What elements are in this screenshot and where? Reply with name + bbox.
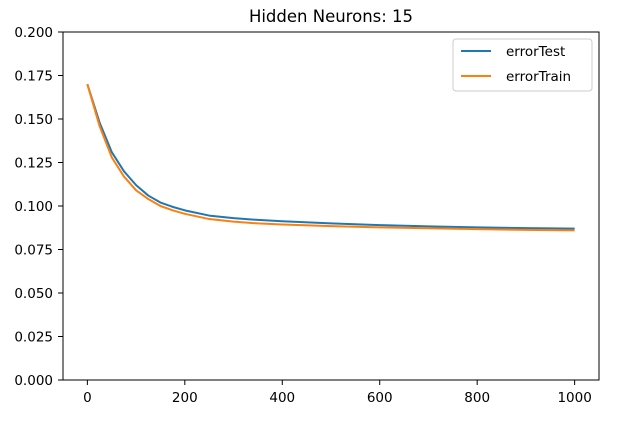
y-tick-label: 0.175: [14, 69, 53, 85]
chart-title: Hidden Neurons: 15: [249, 7, 413, 26]
x-axis: 0 200 400 600 800 1000: [83, 380, 592, 406]
series-line-errorTrain: [86, 83, 575, 232]
x-tick-label: 0: [83, 390, 92, 406]
y-tick-label: 0.200: [14, 25, 53, 41]
plot-area: 0 200 400 600 800 1000 0.0000.0250.0500.0750.…: [14, 25, 600, 406]
y-tick-label: 0.125: [14, 156, 53, 172]
y-tick-label: 0.150: [14, 112, 53, 128]
y-tick-label: 0.050: [14, 286, 53, 302]
x-tick-label: 600: [367, 390, 393, 406]
x-tick-label: 800: [464, 390, 490, 406]
legend-label-errorTest: errorTest: [506, 44, 565, 60]
y-tick-label: 0.075: [14, 243, 53, 259]
y-axis: 0.000 0.025 0.050 0.075 0.100 0.125 0.150 0.175…: [14, 25, 63, 389]
y-tick-label: 0.000: [14, 373, 53, 389]
legend-label-errorTrain: errorTrain: [506, 69, 571, 85]
series-lines: [86, 83, 575, 232]
x-tick-label: 1000: [557, 390, 591, 406]
y-tick-label: 0.100: [14, 199, 53, 215]
y-tick-label: 0.025: [14, 330, 53, 346]
x-tick-label: 200: [172, 390, 198, 406]
series-line-errorTest: [86, 83, 575, 230]
x-tick-label: 400: [269, 390, 295, 406]
legend: errorTest errorTrain: [452, 38, 593, 92]
